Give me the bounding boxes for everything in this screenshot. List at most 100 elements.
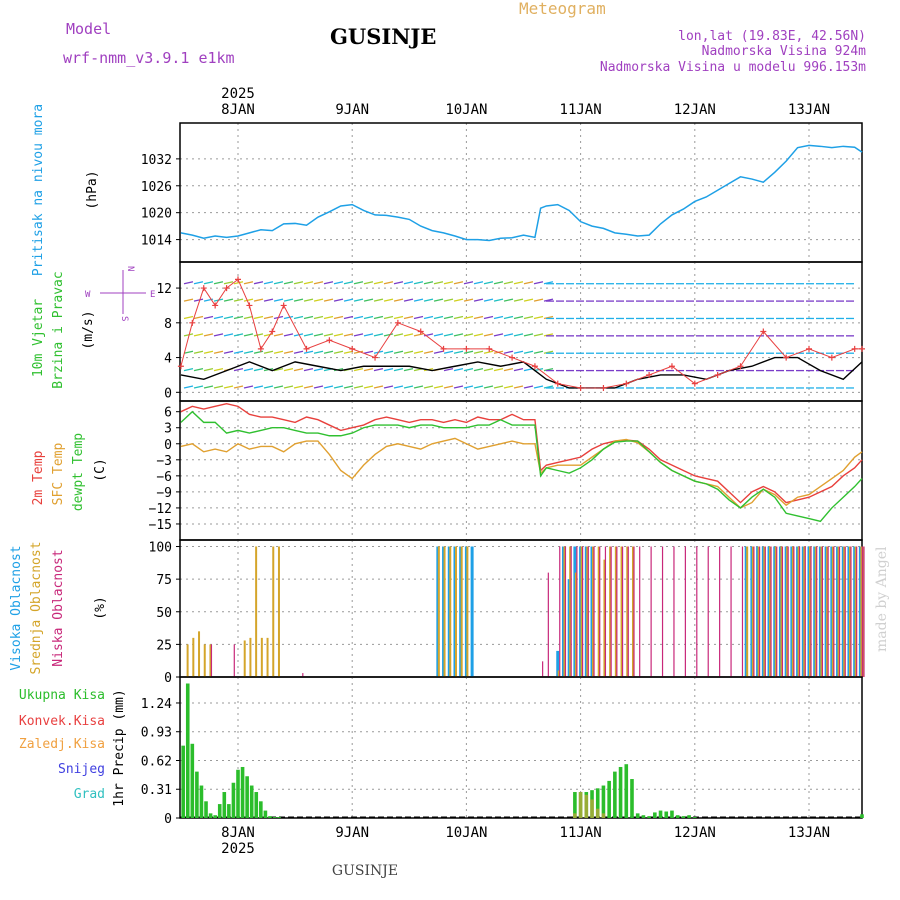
wind-vector bbox=[203, 315, 214, 320]
coords-label: lon,lat (19.83E, 42.56N) bbox=[678, 29, 866, 44]
wind-vector bbox=[333, 333, 344, 337]
wind-vector bbox=[183, 367, 194, 372]
total-rain-bar bbox=[259, 801, 263, 818]
bottom-day-label: 9JAN bbox=[335, 825, 369, 841]
wind-vector bbox=[453, 350, 464, 354]
total-rain-bar bbox=[675, 815, 680, 818]
wind-vector bbox=[433, 315, 444, 320]
wind-vector bbox=[543, 315, 554, 320]
temperature-ytick-label: 3 bbox=[164, 422, 172, 437]
wind-vector bbox=[243, 367, 254, 372]
wind-vector bbox=[503, 350, 514, 354]
total-rain-bar bbox=[687, 815, 691, 818]
wind-vector bbox=[373, 281, 384, 285]
wind-vector bbox=[293, 385, 304, 389]
wind-vector bbox=[483, 385, 494, 389]
pressure-ytick-label: 1032 bbox=[141, 153, 172, 168]
wind-vector bbox=[523, 385, 534, 389]
wind-gust-marker bbox=[212, 302, 219, 309]
frozen-rain-bar bbox=[601, 813, 606, 818]
compass-s: S bbox=[119, 316, 129, 321]
top-day-label: 12JAN bbox=[674, 102, 716, 118]
wind-vector bbox=[383, 333, 394, 337]
wind-vector bbox=[513, 281, 524, 285]
wind-vector bbox=[483, 350, 494, 354]
bottom-day-label: 10JAN bbox=[445, 825, 487, 841]
wind-vector bbox=[473, 315, 484, 320]
legend-total-rain: Ukupna Kisa bbox=[19, 688, 105, 703]
wind-frame bbox=[179, 261, 863, 402]
wind-vector bbox=[313, 385, 324, 389]
wind-vector bbox=[493, 385, 504, 389]
wind-vector bbox=[333, 281, 344, 285]
wind-vector bbox=[403, 315, 414, 320]
total-rain-bar bbox=[624, 764, 629, 818]
wind-gust-marker bbox=[417, 328, 424, 335]
wind-vector bbox=[423, 281, 434, 285]
wind-vector bbox=[523, 281, 534, 285]
wind-vector bbox=[213, 333, 224, 337]
pressure-ytick-label: 1014 bbox=[141, 234, 172, 249]
wind-vector bbox=[323, 333, 334, 337]
wind-vector bbox=[413, 298, 424, 302]
precip-panel: 0 0.31 0.62 0.93 1.24 bbox=[141, 676, 864, 827]
wind-vector bbox=[433, 385, 444, 389]
total-rain-bar bbox=[664, 811, 669, 818]
total-rain-bar bbox=[635, 813, 640, 818]
wind-gust-marker bbox=[828, 354, 835, 361]
wind-gust-marker bbox=[646, 371, 653, 378]
wind-vector bbox=[293, 281, 304, 285]
temperature-ytick-label: 6 bbox=[164, 406, 172, 421]
wind-vector bbox=[303, 315, 314, 320]
total-rain-bar bbox=[204, 801, 208, 818]
wind-vector bbox=[493, 315, 504, 320]
wind-vector bbox=[393, 350, 404, 354]
wind-gust-marker bbox=[806, 345, 812, 352]
meteogram-subtitle: Meteogram bbox=[519, 0, 606, 18]
wind-vector bbox=[293, 333, 304, 337]
wind-vector bbox=[283, 350, 294, 354]
wind-vector bbox=[353, 281, 364, 285]
wind-vector bbox=[503, 298, 514, 302]
wind-vector bbox=[443, 281, 454, 285]
wind-vector bbox=[523, 367, 534, 372]
wind-vector bbox=[453, 385, 464, 389]
wind-vector bbox=[353, 367, 364, 372]
wind-vector bbox=[533, 350, 544, 354]
wind-vector bbox=[293, 298, 304, 302]
wind-vector bbox=[433, 333, 444, 337]
wind-vector bbox=[543, 298, 554, 302]
wind-vector bbox=[373, 298, 384, 302]
total-rain-bar bbox=[231, 782, 236, 818]
wind-vector bbox=[523, 315, 534, 320]
watermark: made by Angel bbox=[874, 546, 890, 652]
wind-vector bbox=[463, 385, 474, 389]
top-date-axis: 8JAN 9JAN 10JAN 11JAN 12JAN 13JAN bbox=[221, 102, 830, 118]
wind-gust-marker bbox=[246, 302, 253, 309]
mid-cloud-ylabel: Srednja Oblacnost bbox=[29, 541, 44, 674]
wind-vector bbox=[313, 281, 324, 285]
pressure-ylabels: Pritisak na nivou mora (hPa) bbox=[31, 104, 100, 276]
wind-vector bbox=[213, 367, 224, 372]
total-rain-bar bbox=[217, 804, 222, 818]
total-rain-bar bbox=[613, 771, 617, 818]
total-rain-bar bbox=[630, 779, 634, 818]
wind-vector bbox=[403, 298, 414, 302]
total-rain-bar bbox=[190, 743, 195, 818]
wind-ytick-label: 12 bbox=[156, 282, 172, 297]
compass-icon: N W E S bbox=[85, 266, 155, 321]
temp-unit: (C) bbox=[93, 458, 108, 481]
sfc-temp-series bbox=[180, 437, 863, 509]
wind-vector bbox=[323, 315, 334, 320]
wind-gust-series bbox=[180, 278, 862, 389]
total-rain-bar bbox=[254, 792, 259, 818]
precip-ytick-label: 0.62 bbox=[141, 754, 172, 769]
wind-vector bbox=[363, 315, 374, 320]
temperature-frame bbox=[179, 400, 863, 541]
bottom-date-axis: 8JAN 9JAN 10JAN 11JAN 12JAN 13JAN bbox=[221, 825, 830, 841]
wind-vector bbox=[253, 315, 264, 320]
wind-vector bbox=[493, 298, 504, 302]
wind-vector bbox=[323, 350, 334, 354]
wind-vector bbox=[473, 298, 484, 302]
wind-vector bbox=[233, 315, 244, 320]
